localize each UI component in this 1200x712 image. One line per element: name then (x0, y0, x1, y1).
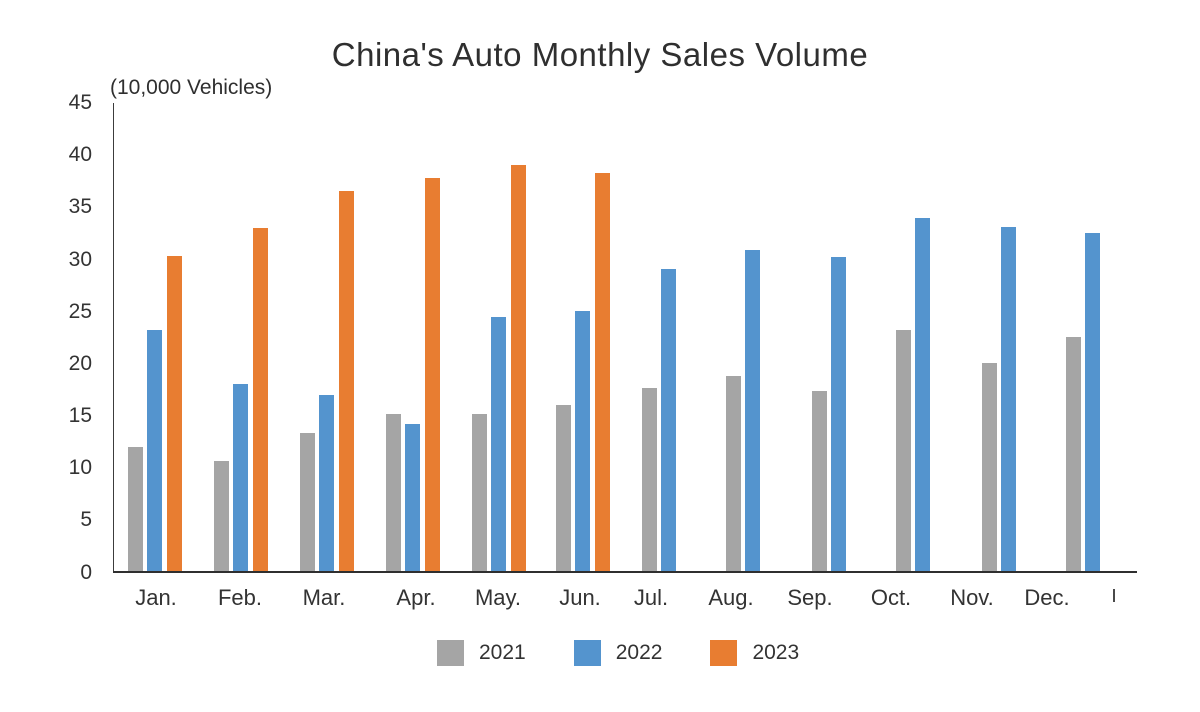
legend-swatch-2022 (573, 640, 601, 666)
y-axis-tick-label: 5 (80, 508, 92, 532)
y-axis-tick-label: 40 (68, 143, 92, 167)
bar-2021-mar (300, 433, 315, 571)
x-axis-label: Feb. (217, 585, 263, 610)
y-axis-tick-label: 30 (68, 247, 92, 271)
y-axis-tick-label: 10 (68, 456, 92, 480)
chart-title: China's Auto Monthly Sales Volume (331, 36, 869, 73)
x-axis-line (113, 571, 1137, 573)
bar-2021-sep (812, 391, 827, 571)
bar-2023-feb (252, 228, 268, 571)
stray-cursor-mark (1113, 589, 1115, 602)
legend-label: 2023 (752, 641, 800, 664)
bar-2021-nov (982, 363, 997, 571)
bar-2021-jan (128, 447, 143, 571)
bar-2021-aug (726, 376, 741, 571)
y-axis-tick-label: 35 (68, 195, 92, 219)
bar-2022-jan (146, 330, 162, 571)
bar-2023-jun (594, 173, 610, 571)
x-axis-label: Mar. (302, 585, 346, 610)
bar-2022-oct (914, 218, 930, 571)
bar-2021-jul (642, 388, 657, 571)
bar-2021-apr (386, 414, 401, 571)
legend-item-2021: 2021 (437, 640, 526, 666)
bar-2022-nov (1000, 227, 1016, 571)
bar-2021-may (472, 414, 487, 571)
bar-2022-jun (574, 311, 590, 571)
x-axis-label: May. (474, 585, 522, 610)
bar-2022-mar (318, 395, 334, 571)
legend-swatch-2021 (437, 640, 464, 666)
x-axis-label: Jun. (559, 585, 601, 610)
legend-item-2023: 2023 (710, 640, 799, 666)
y-axis-tick-label: 25 (68, 299, 92, 323)
y-axis-tick-label: 20 (68, 351, 92, 375)
bar-2022-sep (830, 257, 846, 571)
x-axis-label: Aug. (708, 585, 754, 610)
bar-2023-apr (424, 178, 440, 571)
bar-2021-feb (214, 461, 229, 571)
bar-2022-jul (660, 269, 676, 571)
bar-2021-dec (1066, 337, 1081, 571)
legend-swatch-2023 (710, 640, 738, 666)
bar-2023-jan (166, 256, 182, 571)
bar-2021-oct (896, 330, 911, 571)
x-axis-label: Nov. (950, 585, 994, 610)
bar-2022-dec (1084, 233, 1100, 571)
x-axis-label: Dec. (1024, 585, 1070, 610)
y-axis-tick-label: 0 (80, 560, 92, 584)
x-axis-label: Jan. (135, 585, 177, 610)
y-axis-line (113, 103, 114, 572)
y-axis-tick-label: 45 (68, 91, 92, 115)
x-axis-label: Sep. (787, 585, 833, 610)
x-axis-label: Apr. (396, 585, 436, 610)
legend-label: 2022 (615, 641, 663, 664)
bar-2023-mar (338, 191, 354, 571)
bar-2022-aug (744, 250, 760, 571)
bar-2022-feb (232, 384, 248, 571)
legend: 2021 2022 2023 (437, 640, 799, 666)
bar-2022-apr (404, 424, 420, 571)
x-axis-label: Oct. (870, 585, 912, 610)
legend-item-2022: 2022 (573, 640, 663, 666)
bar-2023-may (510, 165, 526, 571)
y-axis-unit-label: (10,000 Vehicles) (110, 76, 273, 99)
legend-label: 2021 (479, 641, 526, 664)
x-axis-label: Jul. (633, 585, 669, 610)
y-axis-tick-label: 15 (68, 404, 92, 428)
bar-2022-may (490, 317, 506, 571)
bar-2021-jun (556, 405, 571, 571)
